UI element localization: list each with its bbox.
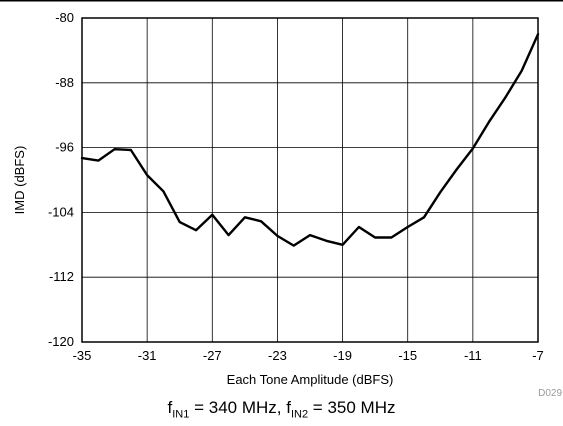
- x-tick-label: -23: [268, 348, 287, 363]
- series-line-0: [80, 33, 540, 247]
- y-tick-labels: -80 -88 -96 -104 -112 -120: [48, 10, 74, 349]
- x-tick-label: -35: [73, 348, 92, 363]
- caption-f2-subscript: IN2: [290, 408, 309, 421]
- caption-f1-value: = 340 MHz,: [189, 398, 287, 417]
- x-tick-label: -7: [532, 348, 544, 363]
- caption-f2-value: = 350 MHz: [308, 398, 396, 417]
- x-tick-label: -31: [138, 348, 157, 363]
- caption-f2-prefix: f: [286, 398, 291, 417]
- x-tick-labels: -35 -31 -27 -23 -19 -15 -11 -7: [73, 348, 544, 363]
- x-tick-label: -19: [333, 348, 352, 363]
- x-tick-label: -11: [464, 348, 482, 363]
- page-top-rule: [0, 0, 563, 2]
- x-axis-label: Each Tone Amplitude (dBFS): [227, 372, 394, 387]
- y-tick-label: -80: [55, 10, 74, 25]
- y-tick-label: -88: [55, 75, 74, 90]
- chart-caption: fIN1 = 340 MHz, fIN2 = 350 MHz: [0, 398, 563, 420]
- y-tick-label: -104: [48, 204, 74, 219]
- y-tick-label: -120: [48, 334, 74, 349]
- plot-frame: [81, 17, 539, 343]
- figure-code: D029: [538, 388, 562, 399]
- x-tick-label: -15: [398, 348, 417, 363]
- y-axis-label: IMD (dBFS): [12, 146, 27, 215]
- caption-f1-prefix: f: [167, 398, 173, 417]
- series-group: [80, 33, 540, 247]
- caption-f1-subscript: IN1: [172, 408, 190, 421]
- y-tick-label: -112: [49, 269, 74, 284]
- x-tick-label: -27: [203, 348, 222, 363]
- y-tick-label: -96: [55, 140, 74, 155]
- plot-area: [82, 18, 538, 342]
